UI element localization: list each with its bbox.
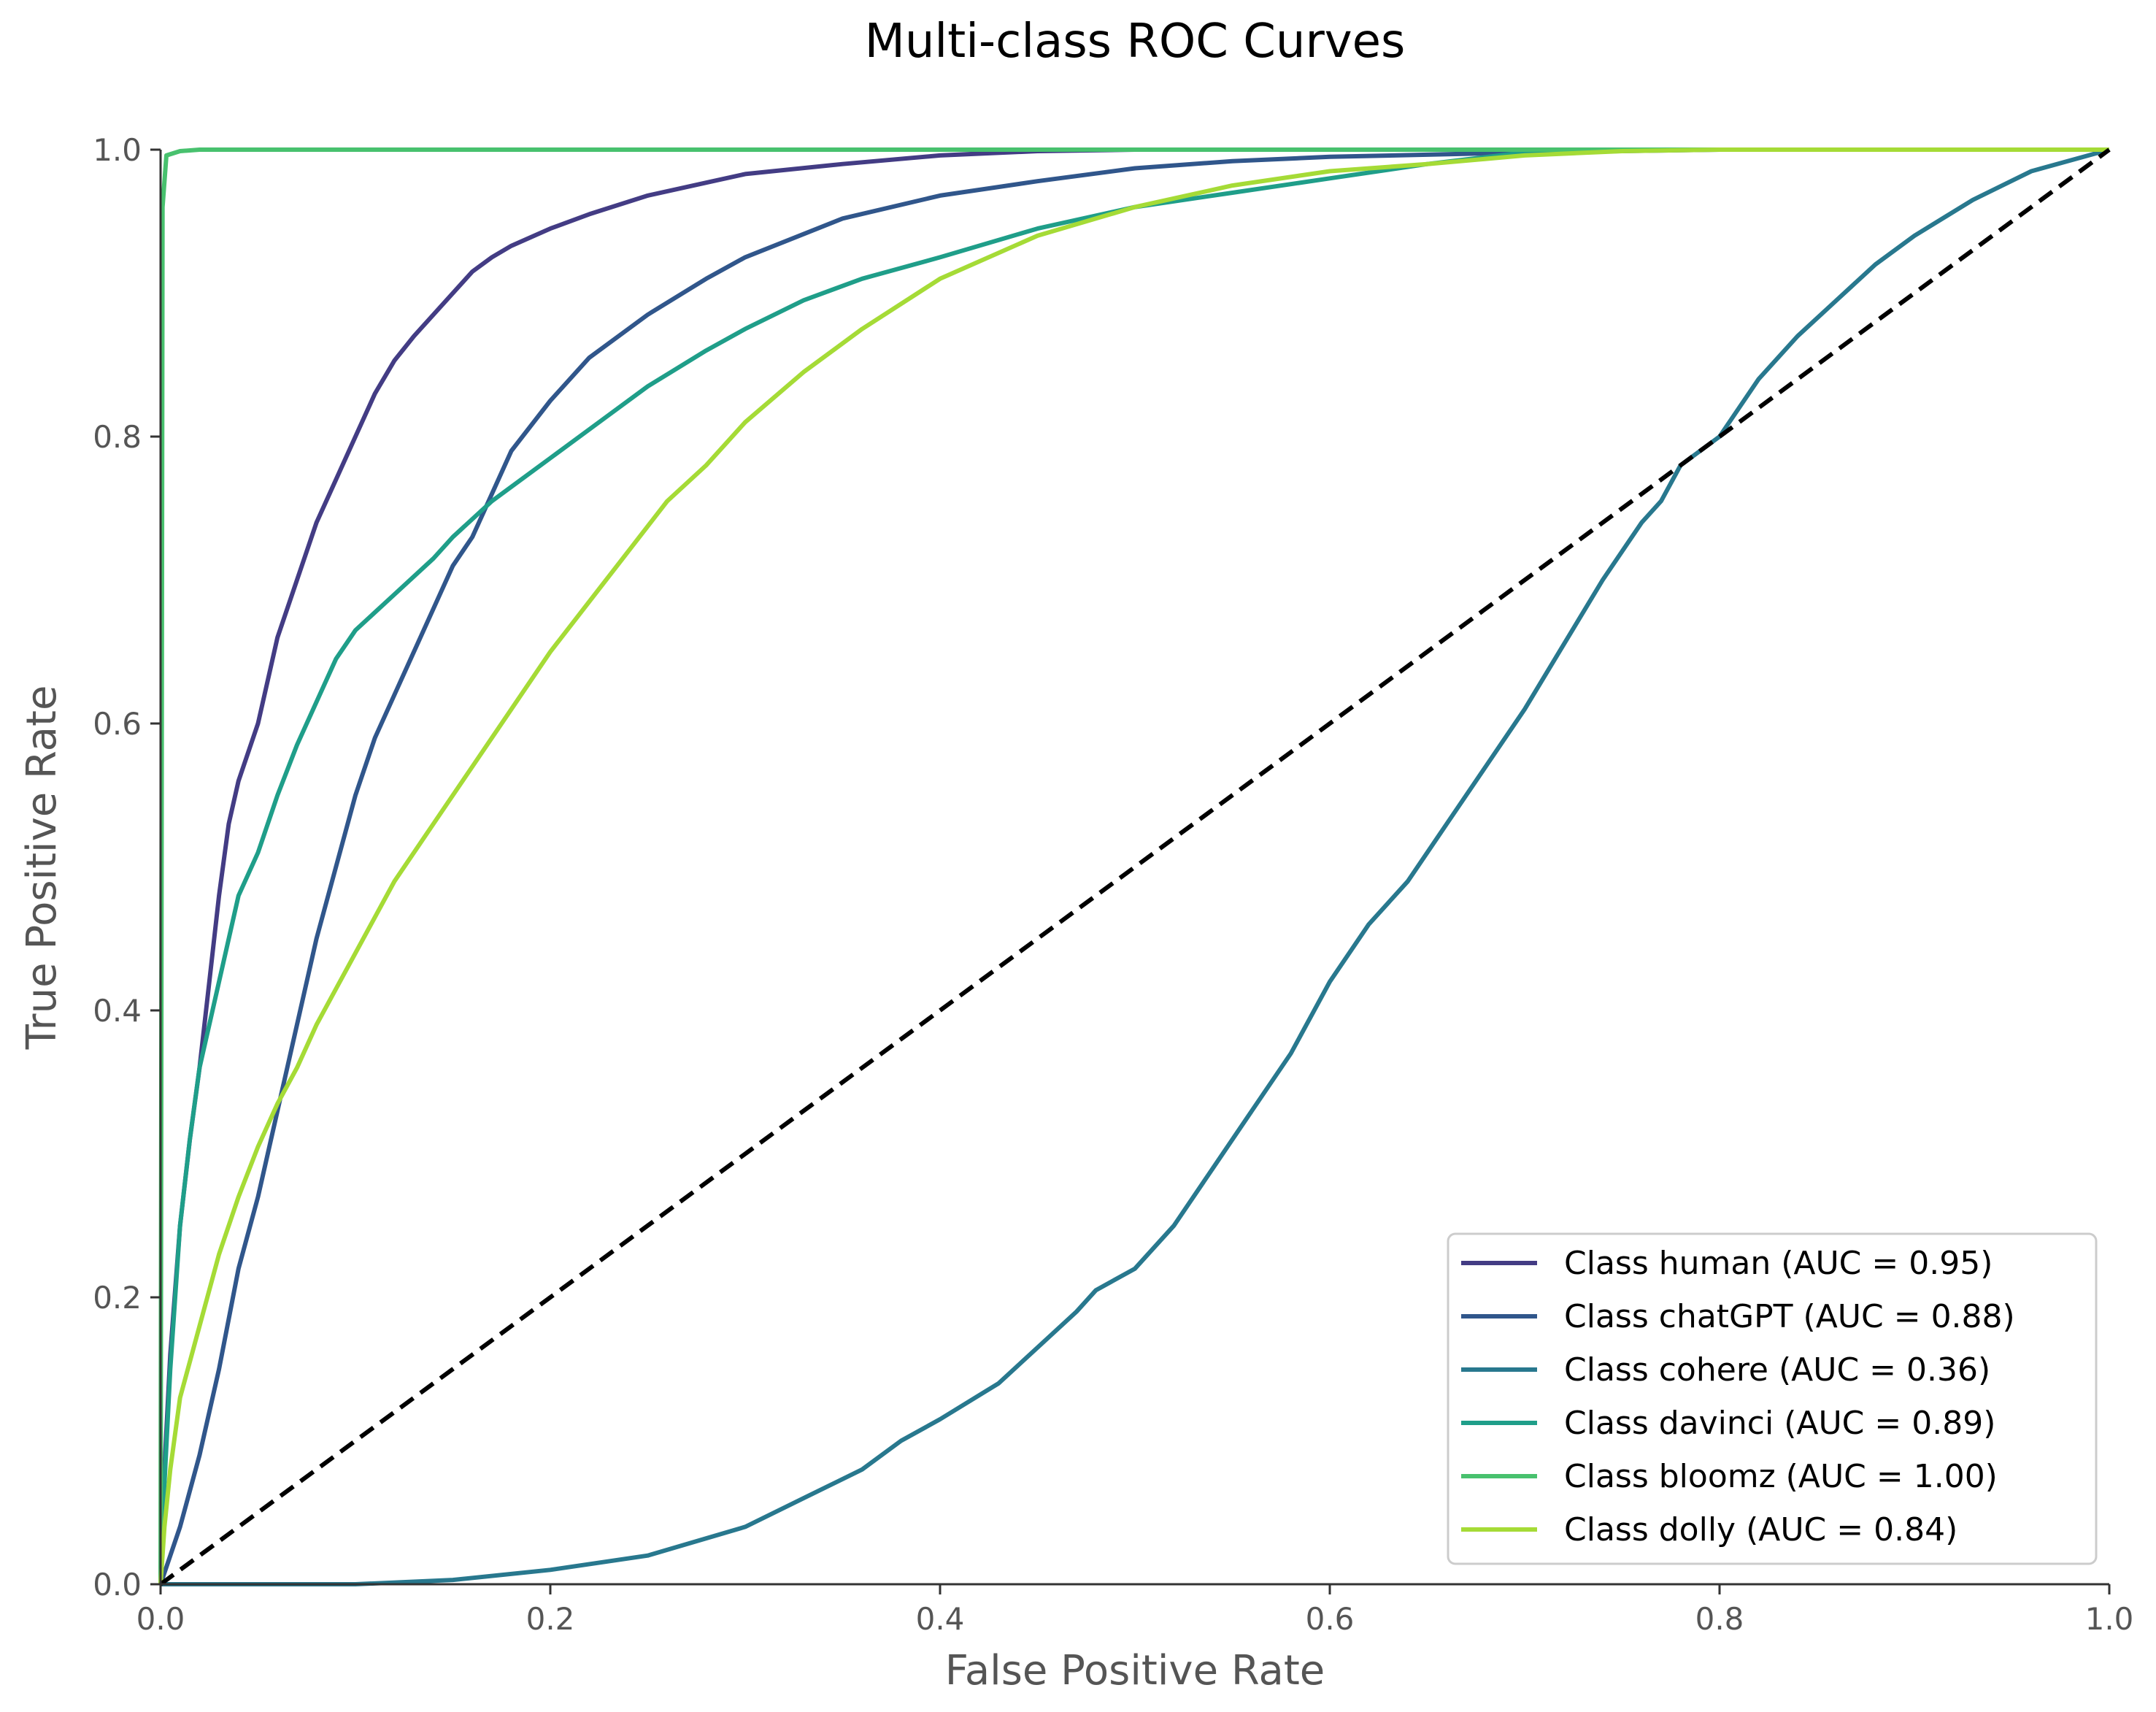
y-tick-label: 0.6 xyxy=(93,706,142,742)
chart-title: Multi-class ROC Curves xyxy=(865,15,1406,69)
legend-label: Class dolly (AUC = 0.84) xyxy=(1564,1511,1957,1548)
legend-label: Class davinci (AUC = 0.89) xyxy=(1564,1405,1995,1442)
roc-curve-5 xyxy=(158,147,2109,1585)
x-ticks: 0.0 0.2 0.4 0.6 0.8 1.0 xyxy=(136,1584,2134,1637)
x-tick-label: 0.0 xyxy=(136,1601,185,1637)
legend-box xyxy=(1447,1232,2098,1565)
x-tick-label: 0.8 xyxy=(1695,1601,1744,1637)
legend: Class human (AUC = 0.95) Class chatGPT (A… xyxy=(1447,1232,2098,1565)
roc-curve-3 xyxy=(161,147,2110,1586)
axes xyxy=(159,150,2109,1586)
plot-area xyxy=(158,147,2111,1586)
legend-label: Class chatGPT (AUC = 0.88) xyxy=(1564,1298,2015,1335)
y-tick-label: 0.0 xyxy=(93,1567,142,1602)
y-tick-label: 1.0 xyxy=(93,132,142,168)
legend-items: Class human (AUC = 0.95) Class chatGPT (A… xyxy=(1461,1245,2015,1548)
legend-label: Class cohere (AUC = 0.36) xyxy=(1564,1351,1990,1389)
x-tick-label: 1.0 xyxy=(2085,1601,2134,1637)
y-tick-label: 0.8 xyxy=(93,419,142,455)
legend-label: Class human (AUC = 0.95) xyxy=(1564,1245,1993,1282)
y-tick-label: 0.4 xyxy=(93,993,142,1029)
chance-diagonal-line xyxy=(159,147,2111,1586)
x-tick-label: 0.2 xyxy=(526,1601,575,1637)
y-axis-label: True Positive Rate xyxy=(18,686,66,1051)
y-tick-label: 0.2 xyxy=(93,1280,142,1316)
roc-curve-4 xyxy=(158,147,2109,1585)
x-tick-label: 0.4 xyxy=(916,1601,965,1637)
y-ticks: 0.0 0.2 0.4 0.6 0.8 1.0 xyxy=(93,132,161,1602)
roc-curve-1 xyxy=(158,147,2109,1585)
roc-curve-6 xyxy=(158,147,2109,1585)
legend-label: Class bloomz (AUC = 1.00) xyxy=(1564,1458,1998,1495)
x-axis-label: False Positive Rate xyxy=(945,1647,1325,1694)
x-tick-label: 0.6 xyxy=(1306,1601,1355,1637)
roc-curve-2 xyxy=(158,147,2109,1585)
